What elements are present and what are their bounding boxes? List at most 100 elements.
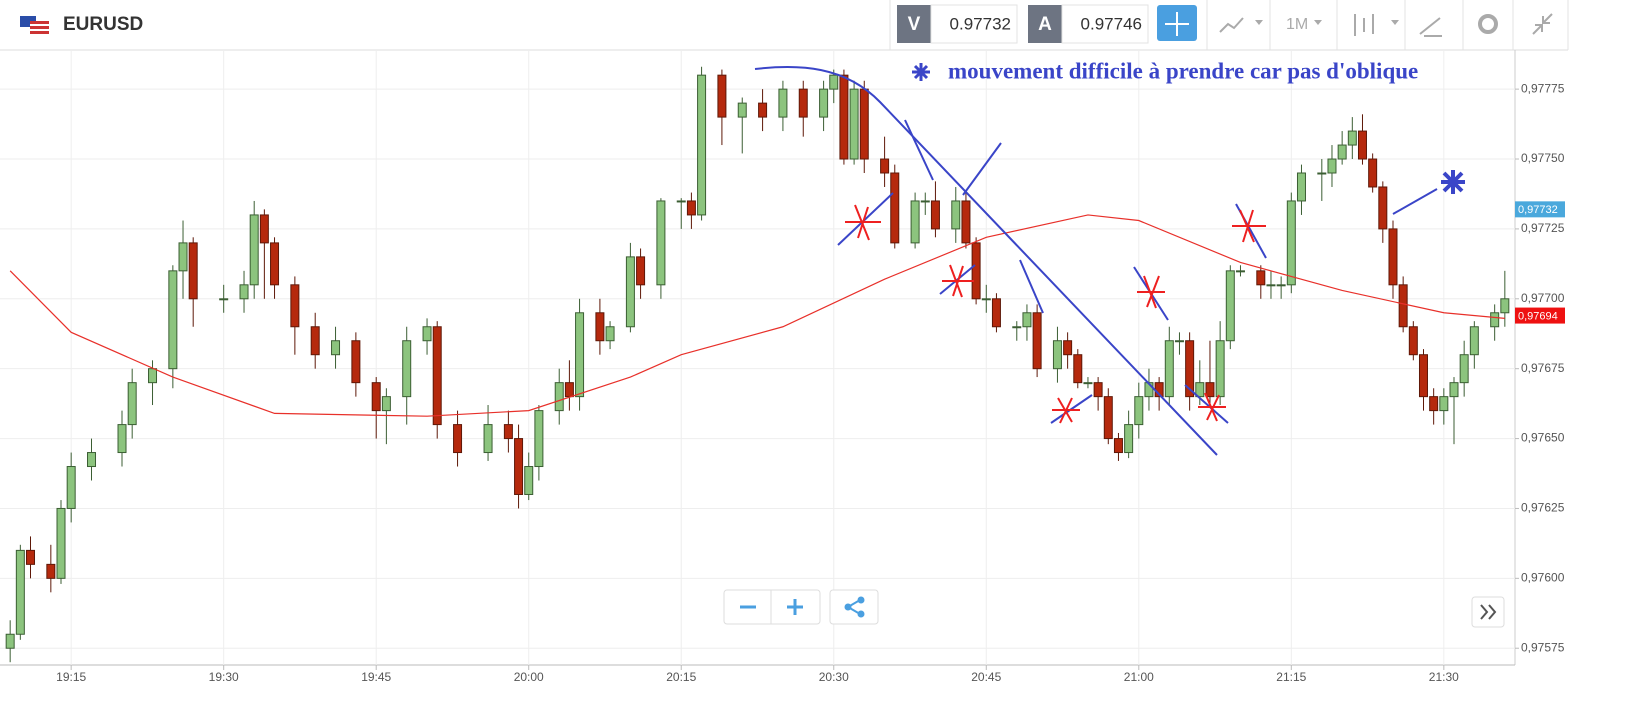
ask-price: 0.97746	[1081, 14, 1142, 33]
y-tick-label: 0,97700	[1521, 291, 1565, 305]
candle-body	[971, 242, 981, 300]
candle-body	[1378, 186, 1388, 230]
candle-body	[778, 88, 788, 118]
crosshair-icon	[1165, 12, 1189, 36]
candle-body	[951, 200, 961, 230]
toolbar-separators	[1206, 0, 1569, 50]
candle-body	[737, 102, 747, 118]
candle-body	[219, 298, 229, 301]
candle-body	[1052, 340, 1062, 370]
bid-box	[930, 4, 1018, 44]
candle-body	[636, 256, 646, 286]
candle-body	[66, 466, 76, 509]
candle-body	[798, 88, 808, 118]
candle-body	[1083, 382, 1093, 385]
candle-body	[148, 368, 158, 384]
candle-body	[1174, 340, 1184, 343]
zoom-in[interactable]	[787, 599, 803, 615]
candle-body	[1103, 396, 1113, 440]
bid-button[interactable]	[897, 5, 931, 43]
candle-body	[1266, 284, 1276, 287]
y-tick-label: 0,97725	[1521, 221, 1565, 235]
candle-body	[15, 549, 25, 635]
candle-body	[1073, 354, 1083, 384]
candle-body	[1022, 312, 1032, 328]
candle-body	[1286, 200, 1296, 286]
candle-body	[697, 74, 707, 216]
moving-average	[9, 214, 1505, 417]
candle-body	[981, 298, 991, 301]
candle-body	[1449, 382, 1459, 398]
y-tick-label: 0,97650	[1521, 431, 1565, 445]
flag	[20, 16, 49, 34]
candle-body	[1317, 172, 1327, 175]
candle-body	[1063, 340, 1073, 356]
candle-body	[402, 340, 412, 398]
candle-body	[605, 326, 615, 342]
candle-body	[625, 256, 635, 328]
candle-body	[991, 298, 1001, 328]
candle-body	[1408, 326, 1418, 356]
candle-body	[575, 312, 585, 398]
candle-body	[554, 382, 564, 412]
candle-body	[839, 74, 849, 160]
candle-body	[1429, 396, 1439, 412]
candle-body	[910, 200, 920, 244]
candle-body	[259, 214, 269, 244]
x-tick-label: 19:30	[209, 670, 239, 684]
candle-body	[351, 340, 361, 384]
hand-drawn-crosses	[845, 204, 1266, 424]
candle-body	[46, 563, 56, 579]
candle-body	[1032, 312, 1042, 370]
price-tag	[1515, 201, 1565, 218]
candle-body	[381, 396, 391, 412]
candle-body	[1418, 354, 1428, 398]
candle-body	[564, 382, 574, 398]
candle-body	[1459, 354, 1469, 384]
candle-body	[717, 74, 727, 118]
candle-body	[1398, 284, 1408, 328]
candle-body	[1490, 312, 1500, 328]
candle-body	[1368, 158, 1378, 188]
candle-body	[117, 424, 127, 454]
candle-body	[819, 88, 829, 118]
dropdown-arrow	[1314, 20, 1322, 25]
toolbar	[0, 0, 1638, 50]
y-tick-label: 0,97600	[1521, 571, 1565, 585]
candle-body	[1215, 340, 1225, 398]
candle-body	[1113, 438, 1123, 454]
x-tick-label: 20:15	[666, 670, 696, 684]
candle-body	[249, 214, 259, 286]
candle-body	[920, 200, 930, 203]
candle-body	[239, 284, 249, 300]
candle-body	[1327, 158, 1337, 174]
candle-body	[961, 200, 971, 244]
zoom-controls	[723, 589, 1505, 628]
candle-body	[849, 88, 859, 160]
candle-body	[1347, 130, 1357, 146]
candle-body	[686, 200, 696, 216]
candle-body	[1124, 424, 1134, 454]
candle-body	[1225, 270, 1235, 342]
candle-body	[56, 507, 66, 579]
candle-body	[310, 326, 320, 356]
candle-body	[290, 284, 300, 328]
candle-body	[87, 452, 97, 468]
candle-body	[1134, 396, 1144, 426]
share-button[interactable]	[829, 589, 879, 625]
toolbar-icons	[1219, 13, 1553, 37]
candle-body	[758, 102, 768, 118]
candle-body	[331, 340, 341, 356]
candle-body	[656, 200, 666, 286]
candle-body	[829, 74, 839, 90]
candle-body	[26, 549, 36, 565]
candle-body	[422, 326, 432, 342]
candle-body	[534, 410, 544, 468]
candle-body	[890, 172, 900, 244]
candle-body	[1185, 340, 1195, 398]
timeframe[interactable]: 1M	[1286, 16, 1308, 33]
ask-button[interactable]	[1028, 5, 1062, 43]
zoom-group	[723, 589, 821, 625]
price-tag-label: 0,97694	[1518, 310, 1558, 322]
